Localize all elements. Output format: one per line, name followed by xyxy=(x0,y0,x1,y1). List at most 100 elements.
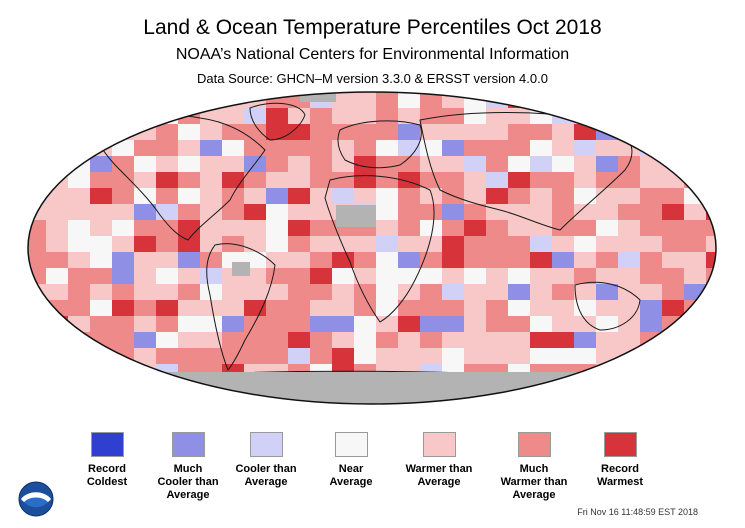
grid-cell xyxy=(90,124,112,140)
grid-cell xyxy=(244,300,266,316)
grid-cell xyxy=(420,332,442,348)
grid-cell xyxy=(508,172,530,188)
grid-cell xyxy=(178,172,200,188)
grid-cell xyxy=(46,332,68,348)
grid-cell xyxy=(574,124,596,140)
grid-cell xyxy=(706,268,716,284)
grid-cell xyxy=(266,252,288,268)
grid-cell xyxy=(464,300,486,316)
grid-cell xyxy=(354,108,376,124)
grid-cell xyxy=(684,316,706,332)
grid-cell xyxy=(420,348,442,364)
grid-cell xyxy=(376,332,398,348)
grid-cell xyxy=(68,268,90,284)
grid-cell xyxy=(134,172,156,188)
grid-cell xyxy=(420,268,442,284)
grid-cell xyxy=(398,300,420,316)
grid-cell xyxy=(288,108,310,124)
grid-cell xyxy=(178,124,200,140)
grid-cell xyxy=(618,252,640,268)
grid-cell xyxy=(618,332,640,348)
grid-cell xyxy=(508,204,530,220)
grid-cell xyxy=(486,92,508,108)
grid-cell xyxy=(530,156,552,172)
grid-cell xyxy=(68,348,90,364)
grid-cell xyxy=(112,300,134,316)
grid-cell xyxy=(640,92,662,108)
grid-cell xyxy=(28,92,46,108)
grid-cell xyxy=(244,188,266,204)
no-data-cell xyxy=(300,92,336,102)
grid-cell xyxy=(618,92,640,108)
grid-cell xyxy=(596,268,618,284)
grid-cell xyxy=(640,284,662,300)
grid-cell xyxy=(486,188,508,204)
grid-cell xyxy=(244,220,266,236)
grid-cell xyxy=(420,108,442,124)
grid-cell xyxy=(244,172,266,188)
grid-cell xyxy=(134,268,156,284)
grid-cell xyxy=(354,124,376,140)
grid-cell xyxy=(288,252,310,268)
grid-cell xyxy=(376,252,398,268)
grid-cell xyxy=(68,204,90,220)
grid-cell xyxy=(134,140,156,156)
grid-cell xyxy=(596,300,618,316)
grid-cell xyxy=(68,284,90,300)
grid-cell xyxy=(200,332,222,348)
grid-cell xyxy=(90,204,112,220)
grid-cell xyxy=(596,140,618,156)
antarctica-no-data xyxy=(28,372,716,404)
grid-cell xyxy=(68,188,90,204)
grid-cell xyxy=(684,364,706,380)
grid-cell xyxy=(310,204,332,220)
grid-cell xyxy=(486,252,508,268)
grid-cell xyxy=(244,332,266,348)
grid-cell xyxy=(640,236,662,252)
grid-cell xyxy=(112,108,134,124)
grid-cell xyxy=(310,252,332,268)
grid-cell xyxy=(662,348,684,364)
legend-label: Cooler than Average xyxy=(235,463,297,488)
grid-cell xyxy=(354,316,376,332)
grid-cell xyxy=(156,236,178,252)
grid-cell xyxy=(90,252,112,268)
grid-cell xyxy=(420,124,442,140)
grid-cell xyxy=(244,348,266,364)
grid-cell xyxy=(420,220,442,236)
grid-cell xyxy=(28,364,46,380)
grid-cell xyxy=(178,92,200,108)
grid-cell xyxy=(376,172,398,188)
grid-cell xyxy=(508,284,530,300)
legend-label: Near Average xyxy=(329,463,373,488)
grid-cell xyxy=(530,172,552,188)
grid-cell xyxy=(112,204,134,220)
grid-cell xyxy=(354,172,376,188)
grid-cell xyxy=(662,236,684,252)
grid-cell xyxy=(508,220,530,236)
grid-cell xyxy=(376,236,398,252)
grid-cell xyxy=(508,124,530,140)
africa-outline xyxy=(324,175,435,323)
grid-cell xyxy=(706,172,716,188)
grid-cell xyxy=(266,268,288,284)
grid-cell xyxy=(552,300,574,316)
grid-cell xyxy=(530,140,552,156)
grid-cell xyxy=(574,108,596,124)
grid-cell xyxy=(310,348,332,364)
grid-cell xyxy=(178,348,200,364)
grid-cell xyxy=(332,140,354,156)
grid-cell xyxy=(530,204,552,220)
grid-cell xyxy=(508,300,530,316)
grid-cell xyxy=(310,220,332,236)
grid-cell xyxy=(178,220,200,236)
grid-cell xyxy=(464,252,486,268)
grid-cell xyxy=(574,236,596,252)
grid-cell xyxy=(244,236,266,252)
grid-cell xyxy=(134,316,156,332)
grid-cell xyxy=(376,188,398,204)
grid-cell xyxy=(574,268,596,284)
grid-cell xyxy=(640,316,662,332)
grid-cell xyxy=(332,252,354,268)
grid-cell xyxy=(706,348,716,364)
